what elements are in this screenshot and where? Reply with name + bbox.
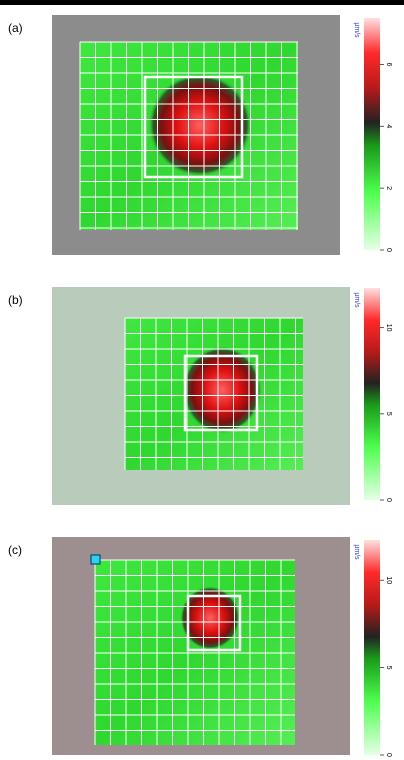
panel: (a) μm/s 0 2 4 6	[8, 15, 404, 255]
colorbar	[364, 288, 380, 500]
top-rule	[0, 0, 404, 5]
colorbar	[364, 18, 380, 250]
colorbar-tick-label: 4	[385, 124, 392, 128]
colorbar-unit: μm/s	[353, 22, 360, 38]
colorbar	[364, 540, 380, 755]
panel-label: (a)	[8, 21, 23, 35]
colorbar-tick-label: 10	[385, 576, 392, 584]
colorbar-tick-label: 5	[385, 666, 392, 670]
panel: (b) μm/s 0 5 10	[8, 286, 404, 505]
panel-label: (b)	[8, 293, 23, 307]
colorbar-unit: μm/s	[353, 544, 360, 560]
figure: (a) μm/s 0 2 4 6 (b) μm/s 0 5 10 (c) μm/s 0 5 10	[0, 0, 404, 760]
hotspot	[182, 346, 262, 434]
colorbar-tick-label: 2	[385, 186, 392, 190]
marker	[91, 555, 100, 564]
colorbar-unit: μm/s	[353, 292, 360, 308]
colorbar-tick-label: 5	[385, 412, 392, 416]
panel-label: (c)	[8, 543, 22, 557]
colorbar-tick-label: 0	[385, 498, 392, 502]
colorbar-tick-label: 6	[385, 62, 392, 66]
colorbar-tick-label: 0	[385, 753, 392, 757]
panel: (c) μm/s 0 5 10	[8, 537, 404, 759]
colorbar-tick-label: 0	[385, 248, 392, 252]
panels: (a) μm/s 0 2 4 6 (b) μm/s 0 5 10 (c) μm/s 0 5 10	[8, 15, 404, 759]
colorbar-tick-label: 10	[385, 324, 392, 332]
